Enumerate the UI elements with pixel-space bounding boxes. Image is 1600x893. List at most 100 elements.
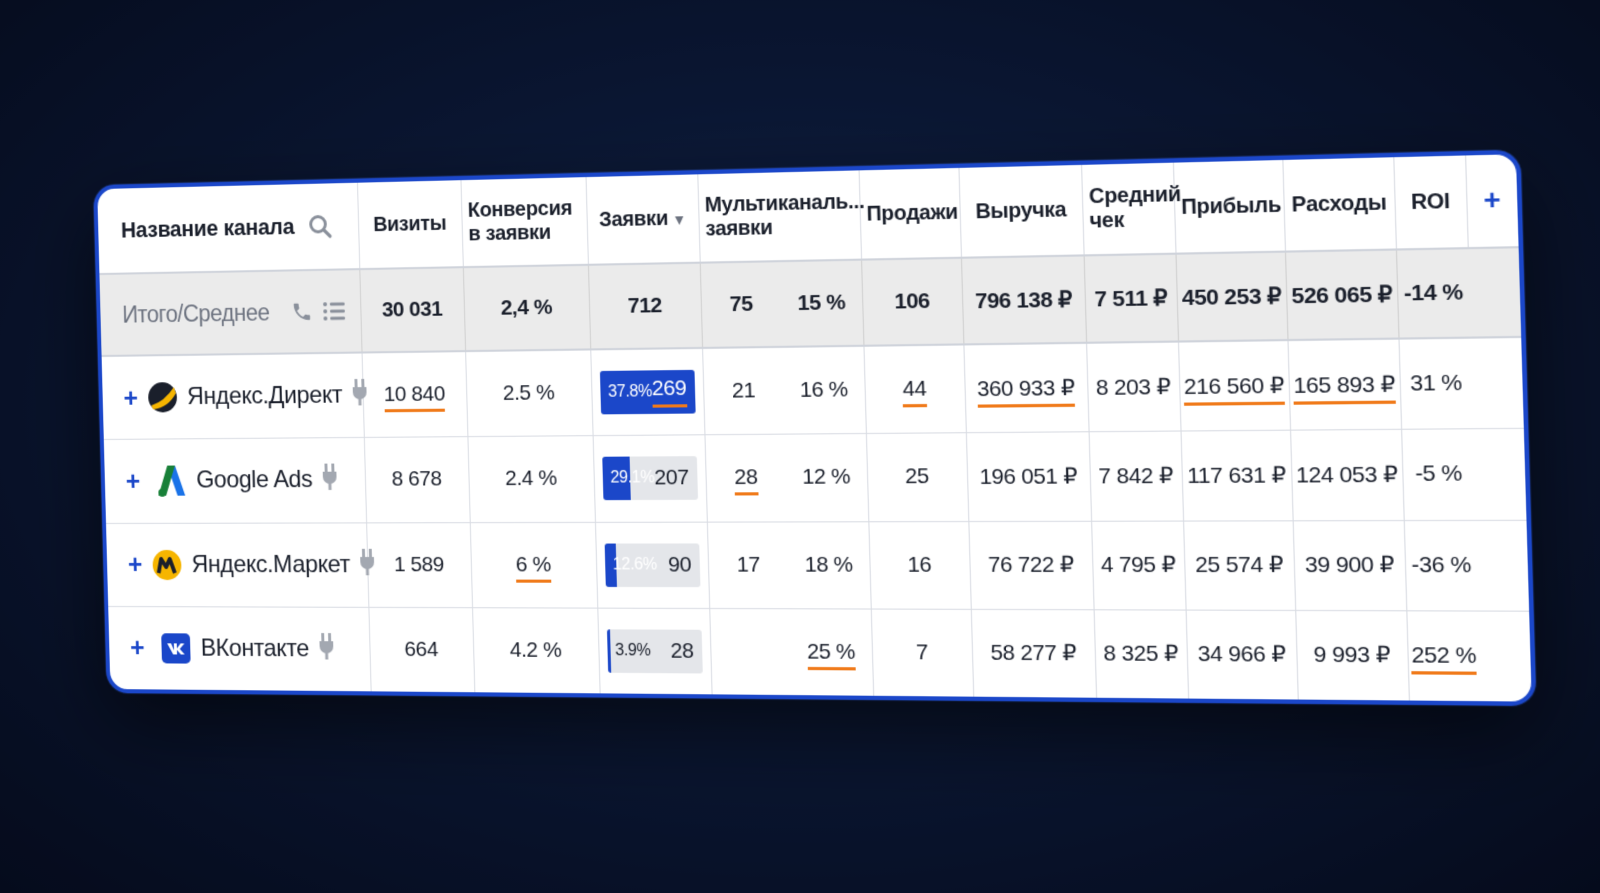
plug-icon[interactable] [359, 549, 376, 582]
visits-cell[interactable]: 10 840 [362, 351, 468, 438]
table-row: + ВКонтакте 664 4.2 % [108, 606, 1532, 701]
conversion-cell: 4.2 % [472, 607, 600, 693]
phone-icon[interactable] [290, 301, 312, 324]
multichannel-cell: 17 [707, 522, 790, 609]
roi-cell: 31 % [1398, 338, 1472, 430]
requests-share-pct: 3.9% [607, 642, 651, 661]
requests-value[interactable]: 269 [651, 376, 686, 407]
col-header-revenue[interactable]: Выручка [958, 165, 1083, 258]
requests-cell[interactable]: 12.6% 90 [595, 522, 709, 609]
yandex-direct-logo-icon [147, 381, 178, 413]
col-header-conversion[interactable]: Конверсия в заявки [460, 177, 587, 267]
channel-name[interactable]: Яндекс.Маркет [191, 551, 350, 579]
plug-icon[interactable] [352, 379, 369, 412]
profit-cell: 25 574 ₽ [1183, 520, 1295, 610]
requests-share-bar: 12.6% 90 [604, 543, 700, 587]
requests-share-bar: 29.1% 207 [602, 457, 698, 501]
multichannel-cell [709, 608, 792, 695]
roi-cell[interactable]: 252 % [1406, 611, 1481, 702]
requests-cell[interactable]: 3.9% 28 [597, 608, 711, 694]
google-ads-logo-icon [156, 465, 187, 497]
visits-cell: 8 678 [364, 437, 470, 522]
empty-cell [1478, 611, 1532, 702]
channel-name[interactable]: ВКонтакте [200, 634, 309, 663]
col-header-expenses[interactable]: Расходы [1282, 157, 1396, 251]
roi-link[interactable]: 252 % [1411, 643, 1477, 675]
expand-row-button[interactable]: + [128, 549, 143, 580]
expenses-cell: 124 053 ₽ [1290, 430, 1404, 521]
col-header-profit[interactable]: Прибыль [1173, 160, 1285, 254]
revenue-cell[interactable]: 360 933 ₽ [963, 343, 1088, 433]
conversion-cell[interactable]: 6 % [470, 522, 598, 608]
requests-cell[interactable]: 29.1% 207 [593, 435, 707, 522]
multichannel-pct-cell: 12 % [785, 434, 869, 522]
multichannel-pct-link[interactable]: 25 % [807, 640, 856, 671]
totals-visits: 30 031 [359, 267, 465, 353]
totals-avg-check: 7 511 ₽ [1084, 254, 1178, 343]
list-icon[interactable] [322, 300, 346, 323]
col-header-channel[interactable]: Название канала [97, 183, 359, 274]
revenue-cell: 76 722 ₽ [968, 521, 1093, 610]
totals-expenses: 526 065 ₽ [1285, 250, 1399, 341]
empty-cell [1473, 429, 1527, 520]
avg-check-cell: 4 795 ₽ [1091, 521, 1185, 610]
expand-row-button[interactable]: + [125, 466, 147, 497]
revenue-cell: 196 051 ₽ [966, 432, 1091, 521]
col-header-avg-check[interactable]: Средний чек [1081, 163, 1175, 256]
requests-share-bar: 3.9% 28 [606, 629, 702, 673]
sales-link[interactable]: 44 [902, 377, 927, 408]
channel-name[interactable]: Google Ads [196, 466, 313, 495]
add-column-button[interactable]: + [1465, 154, 1519, 248]
table-row: + Google Ads 8 678 2.4 % [104, 429, 1527, 523]
table-row: + Яндекс.Директ 10 840 2.5 % [102, 337, 1524, 440]
expenses-cell[interactable]: 165 893 ₽ [1287, 339, 1401, 431]
multichannel-link[interactable]: 28 [734, 466, 758, 496]
channel-name[interactable]: Яндекс.Директ [187, 382, 343, 412]
vk-logo-icon [160, 632, 191, 664]
multichannel-cell: 21 [702, 347, 785, 435]
requests-share-pct: 12.6% [604, 556, 657, 575]
profit-cell[interactable]: 216 560 ₽ [1178, 340, 1290, 431]
multichannel-cell[interactable]: 28 [704, 435, 787, 522]
multichannel-pct-cell: 18 % [787, 521, 871, 608]
requests-header-label: Заявки [599, 207, 669, 231]
col-header-visits[interactable]: Визиты [357, 180, 463, 269]
channel-cell: + Яндекс.Маркет [106, 522, 368, 607]
col-header-sales[interactable]: Продажи [859, 168, 961, 260]
col-header-requests[interactable]: Заявки ▼ [586, 174, 700, 264]
requests-share-pct: 37.8% [600, 383, 653, 402]
plug-icon[interactable] [322, 464, 338, 497]
conversion-link[interactable]: 6 % [515, 553, 551, 583]
conversion-cell: 2.4 % [467, 436, 595, 522]
visits-cell: 664 [368, 607, 474, 692]
totals-requests: 712 [588, 263, 702, 350]
sales-cell[interactable]: 44 [863, 345, 965, 434]
col-header-multichannel[interactable]: Мультиканаль... заявки [697, 170, 861, 262]
requests-value[interactable]: 207 [654, 466, 689, 491]
empty-cell [1470, 337, 1524, 429]
totals-multichannel: 75 [700, 261, 783, 348]
requests-value[interactable]: 90 [668, 552, 692, 577]
multichannel-pct-cell[interactable]: 25 % [790, 609, 874, 696]
roi-cell: -5 % [1401, 429, 1475, 520]
yandex-market-logo-icon [151, 549, 182, 581]
requests-value[interactable]: 28 [670, 639, 694, 664]
requests-cell[interactable]: 37.8% 269 [590, 348, 704, 436]
totals-label-cell: Итого/Среднее [99, 269, 361, 356]
table-row: + Яндекс.Маркет 1 589 6 % [106, 520, 1529, 611]
empty-cell [1476, 520, 1530, 611]
totals-revenue: 796 138 ₽ [961, 255, 1086, 344]
avg-check-cell: 8 325 ₽ [1094, 610, 1189, 699]
profit-link[interactable]: 216 560 ₽ [1184, 373, 1285, 405]
plug-icon[interactable] [318, 633, 334, 666]
roi-cell: -36 % [1404, 520, 1479, 611]
expenses-link[interactable]: 165 893 ₽ [1293, 372, 1395, 404]
col-header-roi[interactable]: ROI [1393, 155, 1467, 249]
revenue-link[interactable]: 360 933 ₽ [977, 376, 1076, 408]
visits-link[interactable]: 10 840 [384, 382, 446, 412]
channel-cell: + Google Ads [104, 438, 366, 523]
search-icon[interactable] [307, 213, 333, 240]
expand-row-button[interactable]: + [123, 382, 138, 413]
sort-desc-icon[interactable]: ▼ [672, 210, 686, 227]
expand-row-button[interactable]: + [130, 633, 152, 664]
